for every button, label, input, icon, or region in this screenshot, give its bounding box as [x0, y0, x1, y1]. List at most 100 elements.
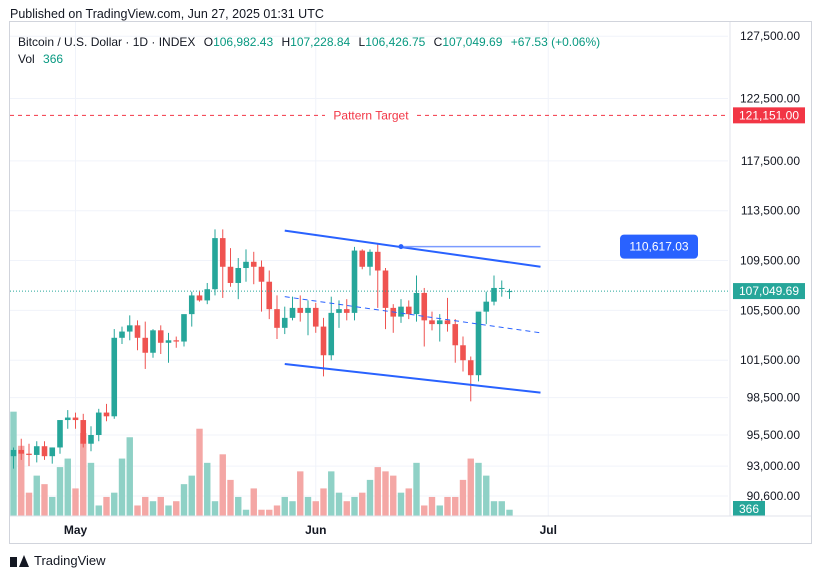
volume-bar: [459, 479, 467, 516]
tradingview-logo-icon: [10, 554, 29, 567]
volume-bar: [506, 509, 513, 516]
price-tick-label: 93,000.00: [747, 459, 801, 473]
candle-body: [467, 360, 474, 376]
legend-volume-row: Vol 366: [18, 51, 600, 68]
volume-bar: [134, 505, 141, 516]
price-tick-label: 95,500.00: [747, 428, 801, 442]
volume-bar: [180, 484, 188, 516]
volume-bar: [250, 488, 257, 516]
candle-body: [157, 330, 164, 343]
symbol-name: Bitcoin / U.S. Dollar · 1D · INDEX: [18, 35, 196, 49]
volume-bar: [312, 501, 319, 516]
volume-bar: [242, 509, 250, 516]
candle-body: [88, 435, 94, 444]
close-value: 107,049.69: [442, 35, 503, 49]
volume-bar: [405, 488, 412, 516]
volume-bar: [142, 496, 149, 516]
volume-bar: [297, 471, 304, 516]
candle-body: [18, 449, 25, 454]
candle-body: [305, 307, 311, 313]
volume-bar: [211, 501, 219, 516]
candle-body: [351, 250, 358, 313]
volume-bar: [118, 458, 126, 516]
candle-body: [436, 320, 443, 325]
volume-bar: [87, 462, 95, 516]
resistance-label-box: [620, 234, 698, 259]
change-value: +67.53 (+0.06%): [510, 35, 601, 49]
volume-label: Vol: [18, 52, 35, 66]
volume-bar: [95, 505, 102, 516]
volume-bar: [235, 496, 242, 516]
candle-body: [460, 345, 466, 361]
price-tick-label: 101,500.00: [740, 353, 800, 367]
candle-body: [405, 306, 412, 315]
candle-body: [312, 307, 319, 327]
candle-body: [57, 420, 63, 448]
candle-body: [413, 292, 420, 315]
volume-bar: [49, 496, 56, 516]
resistance-label: 110,617.03: [629, 240, 688, 254]
volume-bar: [475, 462, 482, 516]
candle-body: [64, 417, 71, 421]
price-tick-label: 117,500.00: [741, 154, 800, 168]
volume-bar: [390, 475, 397, 516]
candle-body: [188, 295, 195, 315]
pattern-target-text: Pattern Target: [333, 108, 409, 122]
candle-body: [196, 295, 203, 301]
last-price-label: 107,049.69: [739, 284, 799, 298]
last-price-box: [733, 283, 805, 300]
time-tick-label: May: [64, 523, 88, 537]
low-value: 106,426.75: [365, 35, 426, 49]
volume-bar: [196, 428, 203, 516]
volume-bar: [64, 458, 71, 516]
candle-body: [429, 320, 435, 325]
candle-body: [506, 291, 513, 293]
candle-body: [374, 251, 381, 271]
candle-body: [10, 449, 17, 457]
candle-body: [289, 307, 296, 318]
volume-bar: [335, 492, 343, 516]
candle-body: [26, 453, 32, 455]
volume-bar: [33, 475, 40, 516]
last-volume-box: [733, 501, 765, 516]
volume-bar: [266, 509, 273, 516]
candle-body: [320, 326, 327, 356]
volume-bar: [351, 496, 358, 516]
candle-body: [165, 340, 172, 343]
volume-bar: [204, 462, 211, 516]
volume-bar: [281, 496, 288, 516]
candle-body: [33, 446, 40, 455]
open-value: 106,982.43: [213, 35, 274, 49]
candle-body: [250, 261, 257, 267]
legend-ohlc-row: Bitcoin / U.S. Dollar · 1D · INDEX O106,…: [18, 35, 601, 49]
time-tick-label: Jun: [305, 523, 326, 537]
volume-bar: [41, 484, 48, 516]
volume-bar: [328, 471, 335, 516]
candle-body: [243, 261, 249, 269]
candle-body: [212, 238, 218, 290]
candle-body: [72, 417, 79, 421]
price-tick-label: 127,500.00: [740, 29, 800, 43]
price-tick-label: 98,500.00: [747, 391, 801, 405]
candle-body: [119, 331, 125, 338]
volume-bar: [498, 501, 505, 516]
volume-bar: [227, 479, 234, 516]
candle-body: [398, 306, 404, 317]
candle-body: [142, 337, 149, 353]
volume-bar: [258, 509, 265, 516]
volume-value: 366: [43, 52, 64, 66]
channel-lower-line: [284, 362, 541, 394]
volume-bar: [320, 488, 327, 516]
volume-bar: [56, 467, 64, 516]
volume-bar: [304, 496, 312, 516]
candle-body: [359, 250, 366, 267]
channel-mid-line: [284, 296, 541, 334]
volume-bar: [273, 505, 281, 516]
candle-body: [219, 238, 226, 267]
high-value: 107,228.84: [290, 35, 351, 49]
candle-body: [266, 281, 273, 310]
time-axis: May Jun Jul: [10, 515, 811, 537]
candle-body: [444, 320, 451, 325]
candle-body: [274, 309, 280, 328]
